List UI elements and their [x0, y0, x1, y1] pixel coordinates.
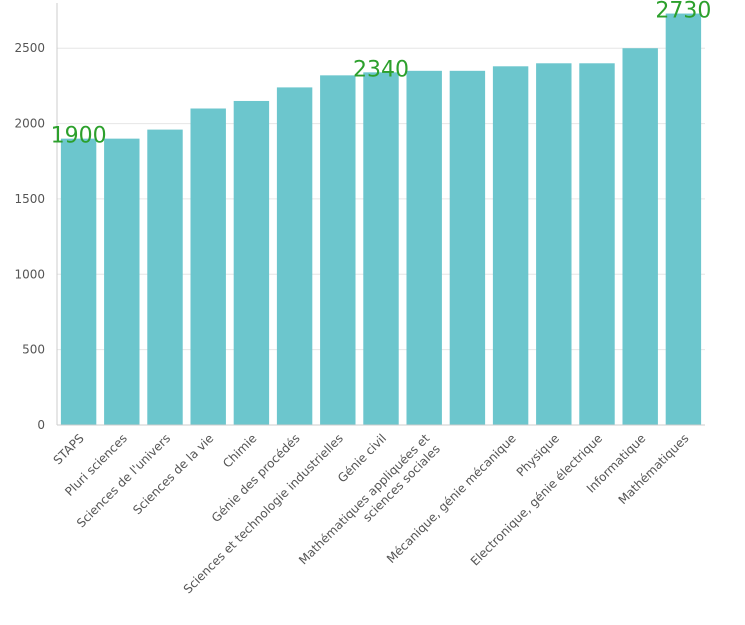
bar — [104, 138, 140, 425]
data-label: 2340 — [353, 57, 409, 82]
x-tick-label-line: Chimie — [220, 431, 259, 470]
x-tick-label-line: Sciences et technologie industrielles — [181, 431, 346, 596]
bar — [276, 87, 313, 426]
bar — [147, 129, 183, 425]
x-tick-label: Sciences et technologie industrielles — [181, 431, 346, 596]
y-tick-labels: 0 500 1000 1500 2000 2500 — [14, 41, 45, 432]
x-tick-label: Sciences de la vie — [130, 431, 216, 517]
axes — [56, 3, 705, 426]
bar — [579, 63, 615, 425]
y-tick-label: 1500 — [14, 192, 45, 206]
y-tick-label: 0 — [37, 418, 45, 432]
data-label: 1900 — [51, 124, 107, 149]
bars — [60, 13, 702, 426]
bar — [60, 138, 97, 425]
bar — [190, 108, 226, 425]
data-label: 2730 — [655, 0, 711, 24]
y-tick-label: 1000 — [14, 267, 45, 281]
x-tick-label: Chimie — [220, 431, 259, 470]
bar — [536, 63, 572, 425]
y-tick-label: 2000 — [14, 117, 45, 131]
data-labels: 1900 2340 2730 — [51, 0, 712, 149]
bar — [449, 70, 486, 425]
y-tick-label: 500 — [22, 343, 45, 357]
bar — [233, 100, 270, 426]
x-tick-label-line: STAPS — [51, 431, 87, 467]
bar — [406, 70, 442, 425]
bar — [363, 72, 399, 425]
y-tick-label: 2500 — [14, 41, 45, 55]
bar — [320, 75, 356, 425]
bar — [622, 48, 658, 426]
bar — [492, 66, 529, 426]
bar — [665, 13, 702, 426]
x-tick-label: STAPS — [51, 431, 87, 467]
x-tick-label-line: Sciences de la vie — [130, 431, 216, 517]
